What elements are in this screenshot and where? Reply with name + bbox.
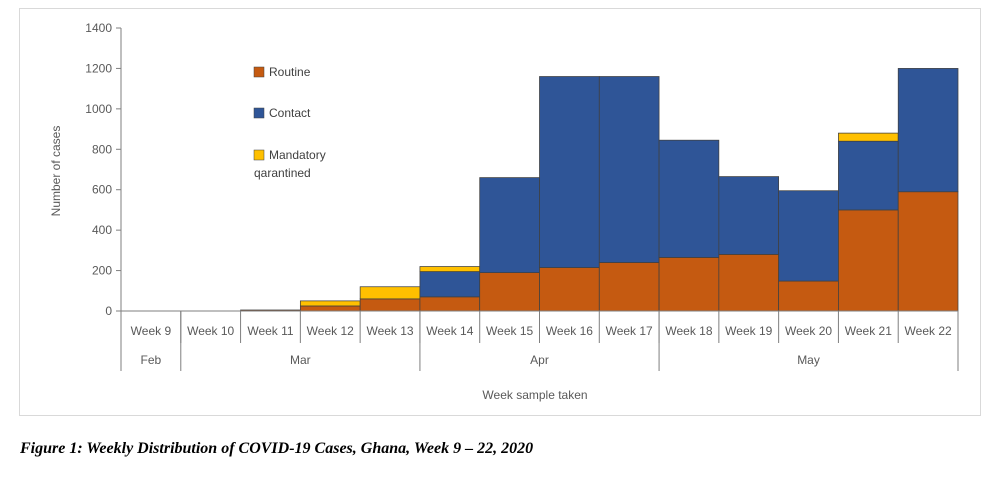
- bar-contact-week-22: [897, 68, 959, 193]
- bar-routine-week-20: [778, 280, 839, 312]
- x-tick-label-week-12: Week 12: [307, 324, 354, 338]
- stacked-bar-chart: 0 200 400 600 800 1000 1200 1400 Week 9 Week 10 We…: [49, 21, 959, 402]
- x-tick-label-week-19: Week 19: [725, 324, 772, 338]
- y-tick-label-1400: 1400: [85, 21, 112, 35]
- legend-label-routine: Routine: [269, 65, 311, 79]
- y-tick-label-1000: 1000: [85, 102, 112, 116]
- legend-swatch-mandatory: [253, 149, 265, 161]
- bar-mandatory-week-12: [299, 300, 361, 307]
- bar-routine-week-16: [539, 267, 600, 312]
- month-label-may: May: [797, 353, 820, 367]
- y-tick-label-800: 800: [92, 142, 112, 156]
- bar-contact-week-16: [539, 76, 600, 268]
- legend-label-mandatory-line2: qarantined: [254, 166, 311, 180]
- bar-contact-week-20: [778, 190, 839, 282]
- bar-routine-week-21: [838, 209, 899, 312]
- y-axis-title: Number of cases: [49, 126, 63, 217]
- legend-swatch-routine: [253, 66, 265, 78]
- bar-contact-week-19: [718, 176, 780, 255]
- month-label-feb: Feb: [141, 353, 162, 367]
- bar-mandatory-week-14: [419, 266, 481, 272]
- x-tick-label-week-9: Week 9: [131, 324, 172, 338]
- y-tick-label-200: 200: [92, 264, 112, 278]
- legend-swatch-contact: [253, 107, 265, 119]
- bar-mandatory-week-13: [359, 286, 421, 300]
- x-tick-label-week-11: Week 11: [247, 324, 294, 338]
- legend-label-contact: Contact: [269, 106, 311, 120]
- bar-contact-week-18: [658, 139, 720, 258]
- bar-routine-week-14: [419, 296, 481, 312]
- month-label-mar: Mar: [290, 353, 311, 367]
- bar-routine-week-12: [299, 305, 361, 312]
- x-tick-label-week-15: Week 15: [486, 324, 533, 338]
- bar-contact-week-15: [479, 177, 540, 273]
- x-tick-label-week-17: Week 17: [606, 324, 653, 338]
- x-tick-label-week-22: Week 22: [905, 324, 952, 338]
- y-tick-label-600: 600: [92, 183, 112, 197]
- chart-frame: 0 200 400 600 800 1000 1200 1400 Week 9 Week 10 We…: [19, 8, 981, 416]
- bar-contact-week-17: [598, 76, 660, 263]
- bar-routine-week-18: [658, 257, 720, 312]
- x-tick-label-week-14: Week 14: [426, 324, 473, 338]
- x-tick-label-week-16: Week 16: [546, 324, 593, 338]
- legend-label-mandatory-line1: Mandatory: [269, 148, 326, 162]
- x-tick-label-week-18: Week 18: [665, 324, 712, 338]
- x-axis-title: Week sample taken: [482, 388, 587, 402]
- figure-caption: Figure 1: Weekly Distribution of COVID-1…: [20, 440, 534, 457]
- bar-routine-week-17: [598, 262, 660, 312]
- x-tick-label-week-21: Week 21: [845, 324, 892, 338]
- bar-contact-week-21: [838, 140, 899, 211]
- bar-routine-week-22: [897, 191, 959, 312]
- bar-contact-week-14: [419, 271, 481, 298]
- bar-mandatory-week-21: [838, 132, 899, 142]
- y-tick-label-0: 0: [105, 304, 112, 318]
- x-tick-label-week-20: Week 20: [785, 324, 832, 338]
- bar-routine-week-19: [718, 254, 780, 312]
- bar-routine-week-15: [479, 272, 540, 312]
- month-label-apr: Apr: [530, 353, 549, 367]
- x-tick-label-week-10: Week 10: [187, 324, 234, 338]
- x-tick-label-week-13: Week 13: [366, 324, 413, 338]
- bar-routine-week-13: [359, 298, 421, 312]
- y-tick-label-1200: 1200: [85, 61, 112, 75]
- y-tick-label-400: 400: [92, 223, 112, 237]
